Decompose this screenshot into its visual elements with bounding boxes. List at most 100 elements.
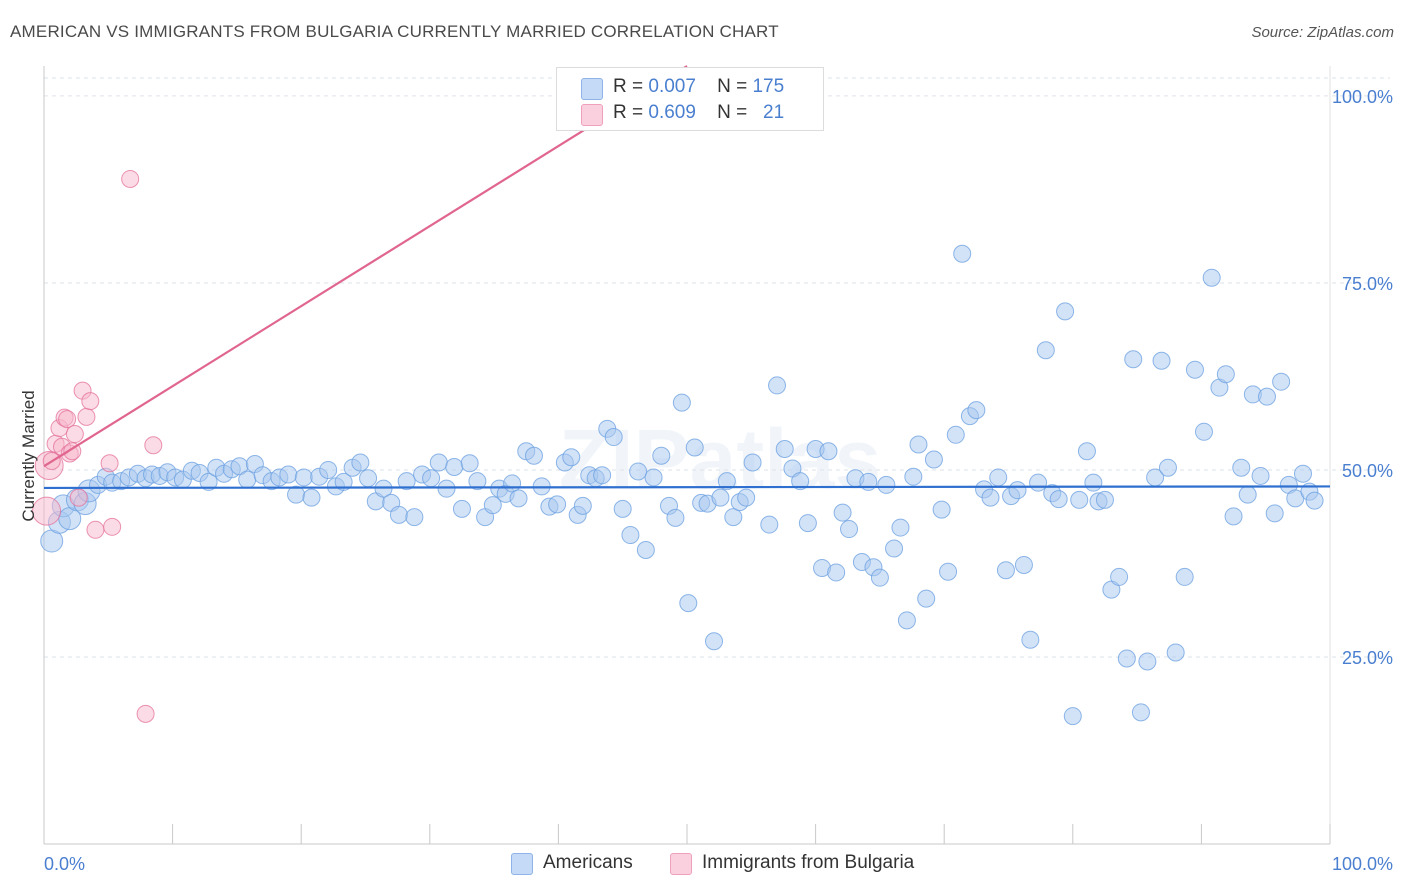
- trendline-americans: [43, 485, 1331, 490]
- point-bulgaria: [86, 520, 105, 539]
- point-bulgaria: [121, 169, 140, 188]
- point-americans: [1014, 555, 1033, 574]
- point-americans: [621, 526, 640, 545]
- point-americans: [1056, 302, 1075, 321]
- point-americans: [334, 472, 353, 491]
- point-americans: [1084, 473, 1103, 492]
- point-americans: [397, 472, 416, 491]
- point-americans: [1138, 652, 1157, 671]
- point-americans: [1185, 360, 1204, 379]
- point-americans: [1077, 442, 1096, 461]
- point-americans: [672, 393, 691, 412]
- point-americans: [1194, 422, 1213, 441]
- point-americans: [1049, 490, 1068, 509]
- point-americans: [238, 470, 257, 489]
- point-americans: [636, 541, 655, 560]
- legend-swatch-bulgaria: [581, 104, 603, 126]
- point-americans: [743, 453, 762, 472]
- point-americans: [351, 453, 370, 472]
- point-americans: [711, 488, 730, 507]
- point-bulgaria: [144, 436, 163, 455]
- point-americans: [1265, 504, 1284, 523]
- point-americans: [909, 435, 928, 454]
- point-americans: [885, 539, 904, 558]
- point-americans: [374, 479, 393, 498]
- point-americans: [1175, 567, 1194, 586]
- point-americans: [760, 515, 779, 534]
- point-americans: [981, 488, 1000, 507]
- point-americans: [548, 495, 567, 514]
- stats-legend: R = 0.007 N = 175 R = 0.609 N = 21: [556, 67, 824, 131]
- point-americans: [1272, 372, 1291, 391]
- point-americans: [294, 468, 313, 487]
- point-americans: [891, 518, 910, 537]
- legend-r-label: R =: [613, 102, 644, 123]
- point-americans: [1110, 567, 1129, 586]
- point-americans: [1216, 365, 1235, 384]
- point-americans: [302, 488, 321, 507]
- point-americans: [1021, 630, 1040, 649]
- point-americans: [1257, 387, 1276, 406]
- point-americans: [870, 568, 889, 587]
- point-bulgaria: [100, 454, 119, 473]
- point-americans: [1202, 268, 1221, 287]
- trendline-bulgaria: [43, 65, 688, 468]
- point-americans: [524, 446, 543, 465]
- point-bulgaria: [69, 488, 88, 507]
- point-americans: [452, 499, 471, 518]
- legend-n-label: N =: [717, 102, 748, 123]
- point-americans: [705, 632, 724, 651]
- point-americans: [1063, 707, 1082, 726]
- point-americans: [967, 401, 986, 420]
- bottom-legend-swatch-americans: [511, 853, 533, 875]
- point-americans: [1224, 507, 1243, 526]
- point-americans: [1117, 649, 1136, 668]
- point-americans: [996, 561, 1015, 580]
- point-americans: [953, 244, 972, 263]
- point-bulgaria: [136, 704, 155, 723]
- point-americans: [737, 488, 756, 507]
- point-americans: [422, 469, 441, 488]
- point-americans: [798, 514, 817, 533]
- bottom-legend-swatch-bulgaria: [670, 853, 692, 875]
- source-label: Source: ZipAtlas.com: [1251, 24, 1394, 41]
- point-bulgaria: [58, 410, 77, 429]
- point-americans: [1305, 491, 1324, 510]
- point-americans: [503, 474, 522, 493]
- point-americans: [819, 442, 838, 461]
- point-americans: [1251, 466, 1270, 485]
- legend-r-value: 0.007: [648, 76, 696, 97]
- y-tick-label: 75.0%: [1342, 274, 1393, 294]
- point-americans: [1036, 341, 1055, 360]
- legend-n-label: N =: [717, 76, 748, 97]
- y-tick-label: 25.0%: [1342, 648, 1393, 668]
- point-americans: [319, 460, 338, 479]
- legend-swatch-americans: [581, 78, 603, 100]
- legend-n-value: 175: [752, 76, 785, 97]
- point-bulgaria: [103, 517, 122, 536]
- point-americans: [685, 438, 704, 457]
- point-americans: [1070, 490, 1089, 509]
- point-americans: [877, 475, 896, 494]
- y-tick-label: 100.0%: [1332, 87, 1393, 107]
- x-tick-label: 0.0%: [44, 854, 85, 874]
- point-americans: [573, 496, 592, 515]
- point-bulgaria: [77, 407, 96, 426]
- point-americans: [924, 450, 943, 469]
- point-americans: [717, 472, 736, 491]
- point-americans: [989, 468, 1008, 487]
- point-americans: [904, 467, 923, 486]
- point-americans: [279, 465, 298, 484]
- point-americans: [509, 489, 528, 508]
- point-americans: [483, 496, 502, 515]
- point-americans: [405, 508, 424, 527]
- point-americans: [199, 472, 218, 491]
- point-bulgaria: [32, 496, 62, 526]
- point-americans: [897, 611, 916, 630]
- point-americans: [1232, 458, 1251, 477]
- point-americans: [1029, 473, 1048, 492]
- point-americans: [1124, 350, 1143, 369]
- point-americans: [1131, 703, 1150, 722]
- point-americans: [724, 508, 743, 527]
